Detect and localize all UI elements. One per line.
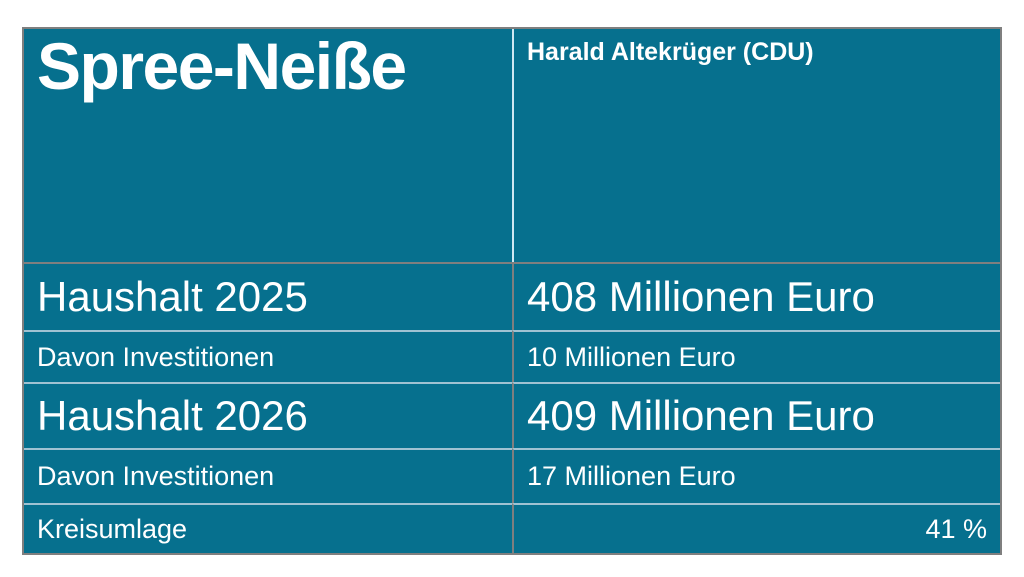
row-value: 41 % [925,513,987,544]
row-label: Davon Investitionen [37,341,275,372]
table-row-value: 408 Millionen Euro [512,262,1000,330]
row-label: Davon Investitionen [37,461,275,491]
district-title: Spree-Neiße [37,29,407,103]
budget-table: Spree-Neiße Harald Altekrüger (CDU) Haus… [22,27,1002,555]
leader-name: Harald Altekrüger (CDU) [527,38,814,66]
table-row-value: 10 Millionen Euro [512,330,1000,382]
row-value: 17 Millionen Euro [527,461,736,491]
table-row-value: 17 Millionen Euro [512,448,1000,503]
table-row-label: Davon Investitionen [24,330,512,382]
row-label: Kreisumlage [37,513,188,544]
row-label: Haushalt 2025 [37,273,308,320]
table-row-label: Kreisumlage [24,503,512,553]
row-value: 10 Millionen Euro [527,341,736,372]
leader-cell: Harald Altekrüger (CDU) [512,29,1000,262]
table-row-label: Davon Investitionen [24,448,512,503]
table-row-value: 41 % [512,503,1000,553]
table-row-label: Haushalt 2025 [24,262,512,330]
district-title-cell: Spree-Neiße [24,29,512,262]
table-row-label: Haushalt 2026 [24,382,512,448]
table-row-value: 409 Millionen Euro [512,382,1000,448]
row-value: 409 Millionen Euro [527,392,875,439]
row-value: 408 Millionen Euro [527,273,875,320]
row-label: Haushalt 2026 [37,392,308,439]
